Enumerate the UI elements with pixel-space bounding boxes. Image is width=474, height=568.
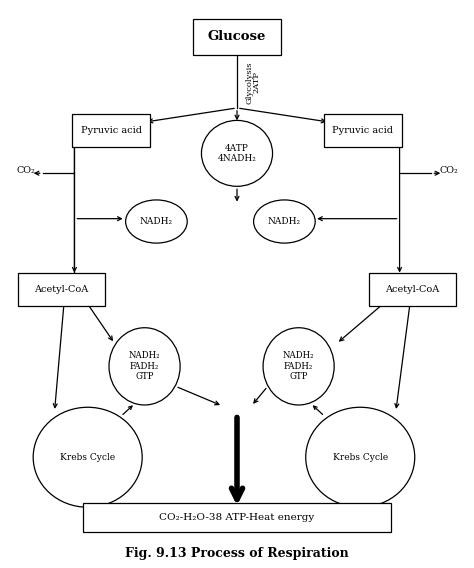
Text: CO₂: CO₂ bbox=[325, 507, 344, 516]
Text: 4ATP
4NADH₂: 4ATP 4NADH₂ bbox=[218, 144, 256, 163]
Text: Acetyl-CoA: Acetyl-CoA bbox=[35, 285, 89, 294]
Text: CO₂: CO₂ bbox=[17, 166, 36, 175]
Text: CO₂: CO₂ bbox=[102, 507, 121, 516]
Text: NADH₂: NADH₂ bbox=[140, 217, 173, 226]
Text: NADH₂
FADH₂
GTP: NADH₂ FADH₂ GTP bbox=[283, 352, 314, 381]
Text: CO₂-H₂O-38 ATP-Heat energy: CO₂-H₂O-38 ATP-Heat energy bbox=[159, 513, 315, 522]
Ellipse shape bbox=[109, 328, 180, 405]
Text: NADH₂: NADH₂ bbox=[268, 217, 301, 226]
Text: Glycolysis: Glycolysis bbox=[246, 61, 254, 103]
Text: Acetyl-CoA: Acetyl-CoA bbox=[385, 285, 439, 294]
FancyBboxPatch shape bbox=[83, 503, 391, 532]
Text: Glucose: Glucose bbox=[208, 31, 266, 43]
Ellipse shape bbox=[306, 407, 415, 507]
Text: Krebs Cycle: Krebs Cycle bbox=[60, 453, 115, 462]
Ellipse shape bbox=[201, 120, 273, 186]
FancyBboxPatch shape bbox=[193, 19, 281, 55]
Text: Pyruvic acid: Pyruvic acid bbox=[81, 126, 142, 135]
Ellipse shape bbox=[254, 200, 315, 243]
Text: CO₂: CO₂ bbox=[439, 166, 458, 175]
Ellipse shape bbox=[263, 328, 334, 405]
Text: NADH₂
FADH₂
GTP: NADH₂ FADH₂ GTP bbox=[129, 352, 160, 381]
Ellipse shape bbox=[126, 200, 187, 243]
FancyBboxPatch shape bbox=[72, 114, 151, 147]
Text: Fig. 9.13 Process of Respiration: Fig. 9.13 Process of Respiration bbox=[125, 548, 349, 560]
Text: Pyruvic acid: Pyruvic acid bbox=[332, 126, 393, 135]
FancyBboxPatch shape bbox=[18, 273, 105, 306]
Text: 2ATP: 2ATP bbox=[253, 72, 261, 93]
Ellipse shape bbox=[33, 407, 142, 507]
Text: Krebs Cycle: Krebs Cycle bbox=[333, 453, 388, 462]
FancyBboxPatch shape bbox=[368, 273, 456, 306]
FancyBboxPatch shape bbox=[323, 114, 402, 147]
